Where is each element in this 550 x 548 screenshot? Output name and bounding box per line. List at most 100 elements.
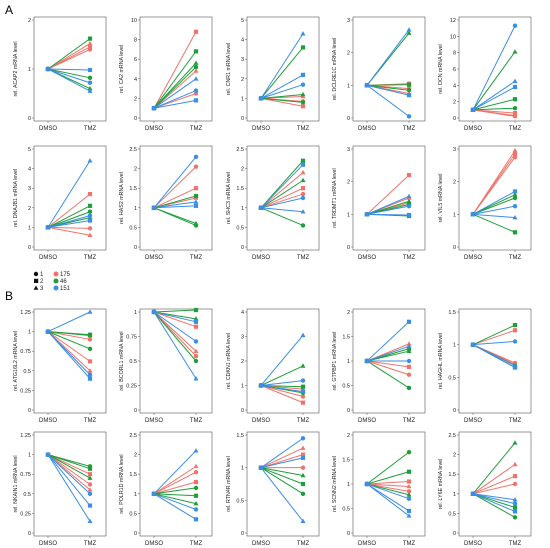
data-point: [193, 324, 199, 329]
data-point: [300, 455, 306, 460]
series-line: [472, 493, 516, 518]
y-tick-label: 5: [28, 147, 31, 153]
data-point: [193, 376, 199, 381]
y-tick-label: 1: [347, 359, 350, 365]
series-line: [153, 493, 197, 520]
chart-panel: 0 1 2 3 4 rel. CDKN1 mRNA level DMSO TMZ: [226, 308, 320, 424]
series-line: [153, 195, 197, 209]
data-point: [406, 93, 412, 98]
series-line: [47, 68, 91, 92]
data-point: [87, 472, 93, 477]
data-point: [470, 107, 476, 112]
y-tick-label: 0.5: [342, 507, 350, 513]
series-line: [366, 483, 410, 492]
data-point: [300, 209, 306, 214]
data-point: [512, 365, 518, 370]
data-point: [193, 88, 199, 93]
data-point: [512, 151, 518, 156]
y-tick-label: 1.5: [448, 472, 456, 478]
y-tick-label: 0.5: [448, 375, 456, 381]
series-line: [260, 93, 304, 99]
y-tick-label: 0: [241, 245, 244, 251]
series-line: [260, 33, 304, 99]
y-tick-label: 0: [453, 116, 456, 122]
series-line: [260, 380, 304, 386]
series-line: [260, 385, 304, 388]
data-point: [87, 203, 93, 208]
data-point: [193, 479, 199, 485]
data-point: [512, 106, 518, 111]
data-point: [406, 343, 412, 349]
x-tick-label: DMSO: [464, 418, 482, 424]
series-line: [260, 193, 304, 209]
data-point: [364, 82, 370, 88]
data-point: [193, 68, 199, 73]
y-tick-label: 10: [450, 34, 456, 40]
data-point: [300, 45, 306, 50]
data-point: [300, 186, 306, 191]
series-line: [472, 493, 516, 512]
data-point: [300, 363, 306, 368]
data-point: [193, 339, 199, 344]
data-point: [406, 114, 412, 119]
y-tick-label: 0.5: [342, 384, 350, 390]
x-tick-label: DMSO: [464, 126, 482, 132]
data-point: [87, 88, 93, 93]
series-line: [47, 454, 91, 475]
data-point: [87, 158, 93, 163]
data-point: [512, 322, 518, 328]
y-tick-label: 3: [241, 335, 244, 341]
series-line: [472, 442, 516, 495]
x-tick-label: DMSO: [145, 255, 163, 261]
data-point: [87, 86, 93, 91]
y-axis-label: rel. DCN mRNA level: [438, 44, 444, 93]
plot-frame: [458, 16, 532, 122]
series-line: [153, 51, 197, 109]
y-tick-label: 2: [347, 180, 350, 186]
y-tick-label: 0: [134, 245, 137, 251]
series-line: [366, 360, 410, 368]
legend-color-swatch: [53, 278, 59, 284]
data-point: [512, 84, 518, 90]
y-tick-label: 1: [347, 482, 350, 488]
series-line: [472, 493, 516, 505]
data-point: [470, 491, 476, 496]
data-point: [300, 394, 306, 399]
data-point: [87, 44, 93, 50]
data-point: [512, 362, 518, 368]
series-line: [472, 329, 516, 346]
y-tick-label: 1.25: [20, 310, 31, 316]
x-tick-label: DMSO: [464, 255, 482, 261]
x-tick-label: DMSO: [358, 418, 376, 424]
series-line: [472, 340, 516, 346]
data-point: [193, 493, 199, 498]
y-tick-label: 0.5: [129, 225, 137, 231]
y-tick-label: 1: [347, 212, 350, 218]
chart-panel: 0 0.5 1 1.5 2 2.5 rel. LY6E mRNA level DMSO TMZ: [438, 431, 532, 547]
series-line: [366, 360, 410, 376]
y-axis-label: rel. CA2 mRNA level: [119, 45, 125, 93]
data-point: [151, 105, 157, 110]
y-tick-label: 2.5: [448, 433, 456, 439]
y-tick-label: 1: [28, 330, 31, 336]
y-tick-label: 0.5: [448, 511, 456, 517]
x-tick-label: TMZ: [190, 541, 203, 547]
data-point: [406, 385, 412, 391]
y-axis-label: rel. GTPBP1 mRNA level: [332, 332, 338, 391]
series-line: [472, 463, 516, 495]
data-point: [45, 224, 51, 230]
y-tick-label: 0: [28, 408, 31, 414]
data-point: [512, 111, 518, 116]
data-point: [193, 76, 199, 81]
series-line: [472, 344, 516, 367]
data-point: [406, 82, 412, 87]
data-point: [300, 452, 306, 457]
y-tick-label: 12: [450, 18, 456, 24]
y-tick-label: 0: [28, 116, 31, 122]
y-tick-label: 2: [134, 96, 137, 102]
y-tick-label: 1: [28, 225, 31, 231]
data-point: [512, 189, 518, 194]
series-line: [472, 25, 516, 111]
y-tick-label: 3: [347, 18, 350, 24]
